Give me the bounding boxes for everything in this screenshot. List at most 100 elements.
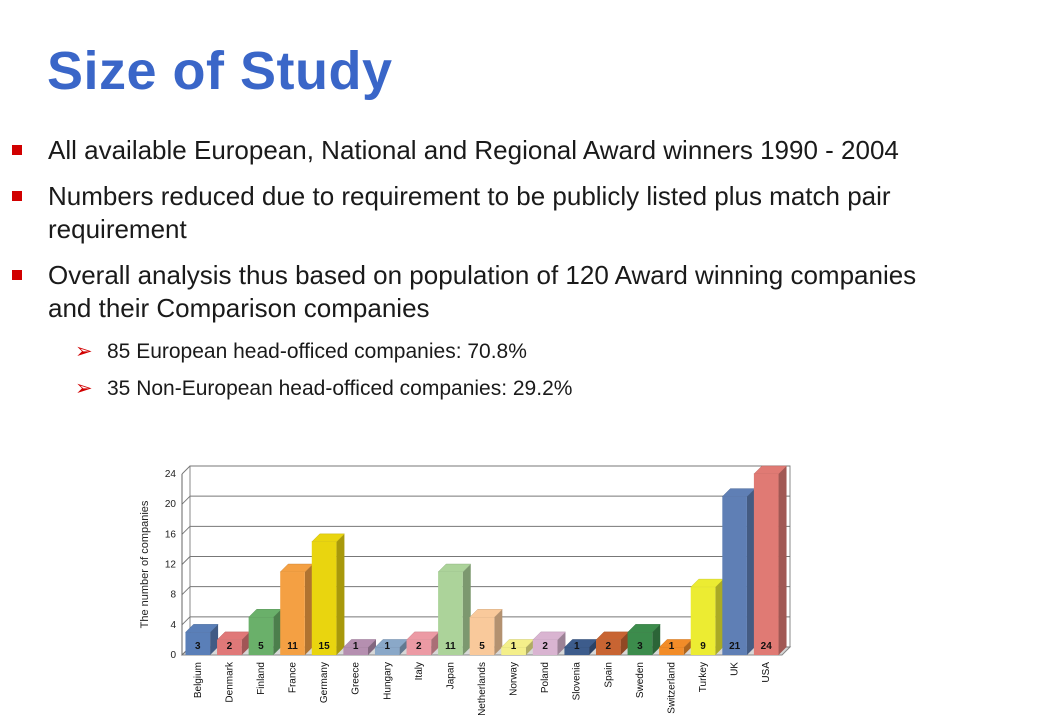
data-label: 2: [416, 641, 422, 652]
data-label: 5: [479, 641, 485, 652]
y-tick-label: 8: [170, 590, 176, 601]
x-tick-label: Turkey: [698, 662, 709, 692]
data-label: 3: [195, 641, 201, 652]
x-tick-label: Hungary: [382, 662, 393, 700]
bar-side: [241, 631, 250, 655]
bar: [248, 617, 274, 655]
y-tick-label: 12: [165, 560, 177, 571]
bar: [627, 632, 653, 655]
bar: [722, 496, 747, 655]
bullet-item: All available European, National and Reg…: [12, 134, 948, 167]
bar-side: [715, 579, 724, 655]
bullet-square-icon: [12, 270, 22, 280]
y-tick-label: 0: [170, 650, 176, 661]
gridline-depth: [181, 495, 191, 505]
gridline-depth: [181, 525, 191, 535]
bar: [406, 639, 432, 655]
bar: [374, 647, 400, 655]
bullet-text: All available European, National and Reg…: [48, 135, 899, 165]
bar: [343, 647, 368, 655]
data-label: 15: [319, 641, 331, 652]
bullet-text: Overall analysis thus based on populatio…: [48, 260, 917, 323]
x-tick-label: Germany: [319, 662, 330, 703]
sub-bullet-item: ➢ 85 European head-officed companies: 70…: [75, 338, 907, 365]
gridline-depth: [181, 616, 191, 626]
data-label: 1: [384, 641, 390, 652]
x-tick-label: Greece: [351, 662, 362, 695]
bar: [311, 541, 337, 655]
bar-side: [778, 466, 787, 655]
x-tick-label: Japan: [445, 662, 456, 689]
x-tick-label: Netherlands: [477, 662, 488, 716]
gridline-depth: [181, 556, 191, 565]
bar: [690, 587, 716, 655]
bar-side: [399, 639, 408, 655]
bar-side: [336, 533, 345, 655]
bar: [753, 474, 779, 655]
bar: [469, 617, 495, 655]
arrow-bullet-icon: ➢: [75, 377, 93, 400]
bar-side: [368, 639, 376, 655]
x-tick-label: France: [288, 662, 299, 694]
x-tick-label: UK: [730, 662, 741, 676]
bullet-item: Overall analysis thus based on populatio…: [12, 259, 948, 325]
data-label: 2: [227, 641, 233, 652]
data-label: 9: [700, 641, 706, 652]
sub-bullet-item: ➢ 35 Non-European head-officed companies…: [75, 375, 907, 402]
bar-top: [342, 639, 377, 648]
data-label: 11: [287, 641, 298, 652]
x-tick-label: Italy: [414, 662, 425, 680]
bar: [501, 647, 526, 655]
sub-bullet-text: 35 Non-European head-officed companies: …: [107, 377, 573, 400]
bar-side: [431, 631, 440, 655]
y-tick-label: 20: [165, 499, 177, 510]
sub-bullet-text: 85 European head-officed companies: 70.8…: [107, 340, 527, 363]
bar-side: [210, 624, 219, 655]
x-tick-label: Switzerland: [666, 662, 677, 714]
data-label: 1: [669, 641, 675, 652]
x-tick-label: Slovenia: [572, 662, 583, 701]
y-tick-label: 4: [170, 620, 176, 631]
x-tick-label: Belgium: [193, 662, 204, 698]
bar: [659, 647, 684, 655]
bar-side: [589, 639, 598, 655]
arrow-bullet-icon: ➢: [75, 340, 93, 363]
data-label: 2: [542, 641, 548, 652]
data-label: 1: [511, 641, 517, 652]
data-label: 11: [445, 641, 456, 652]
gridline-depth: [181, 586, 191, 596]
bar-side: [494, 609, 503, 655]
bar: [217, 639, 242, 655]
bar-side: [557, 631, 566, 655]
x-tick-label: Spain: [603, 662, 614, 688]
y-axis-label: The number of companies: [139, 500, 151, 628]
bar-side: [683, 639, 692, 655]
data-label: 1: [574, 641, 580, 652]
bar-side: [525, 639, 534, 655]
x-tick-label: Norway: [509, 662, 520, 696]
data-label: 21: [729, 641, 741, 652]
bar-side: [620, 631, 629, 655]
slide-title: Size of Study: [47, 41, 393, 101]
bar: [596, 639, 621, 655]
x-tick-label: Finland: [256, 662, 267, 695]
bar-side: [273, 609, 282, 655]
bar: [280, 572, 305, 655]
bullet-square-icon: [12, 145, 22, 155]
bar-side: [462, 564, 471, 655]
bar-side: [304, 564, 313, 655]
bullet-item: Numbers reduced due to requirement to be…: [12, 180, 948, 246]
bar-chart: 0 4 8 12 16 20 24 The number of companies 3 Belgi…: [130, 462, 810, 723]
data-label: 3: [637, 641, 643, 652]
x-tick-label: Sweden: [635, 662, 646, 698]
y-tick-label: 24: [165, 469, 177, 480]
bullet-list: All available European, National and Reg…: [0, 134, 1040, 412]
data-label: 5: [258, 641, 264, 652]
bar: [185, 632, 211, 655]
bullet-text: Numbers reduced due to requirement to be…: [48, 181, 891, 244]
y-tick-label: 16: [165, 529, 177, 540]
bar-side: [746, 488, 755, 655]
x-tick-label: Poland: [540, 662, 551, 693]
data-label: 24: [761, 641, 773, 652]
